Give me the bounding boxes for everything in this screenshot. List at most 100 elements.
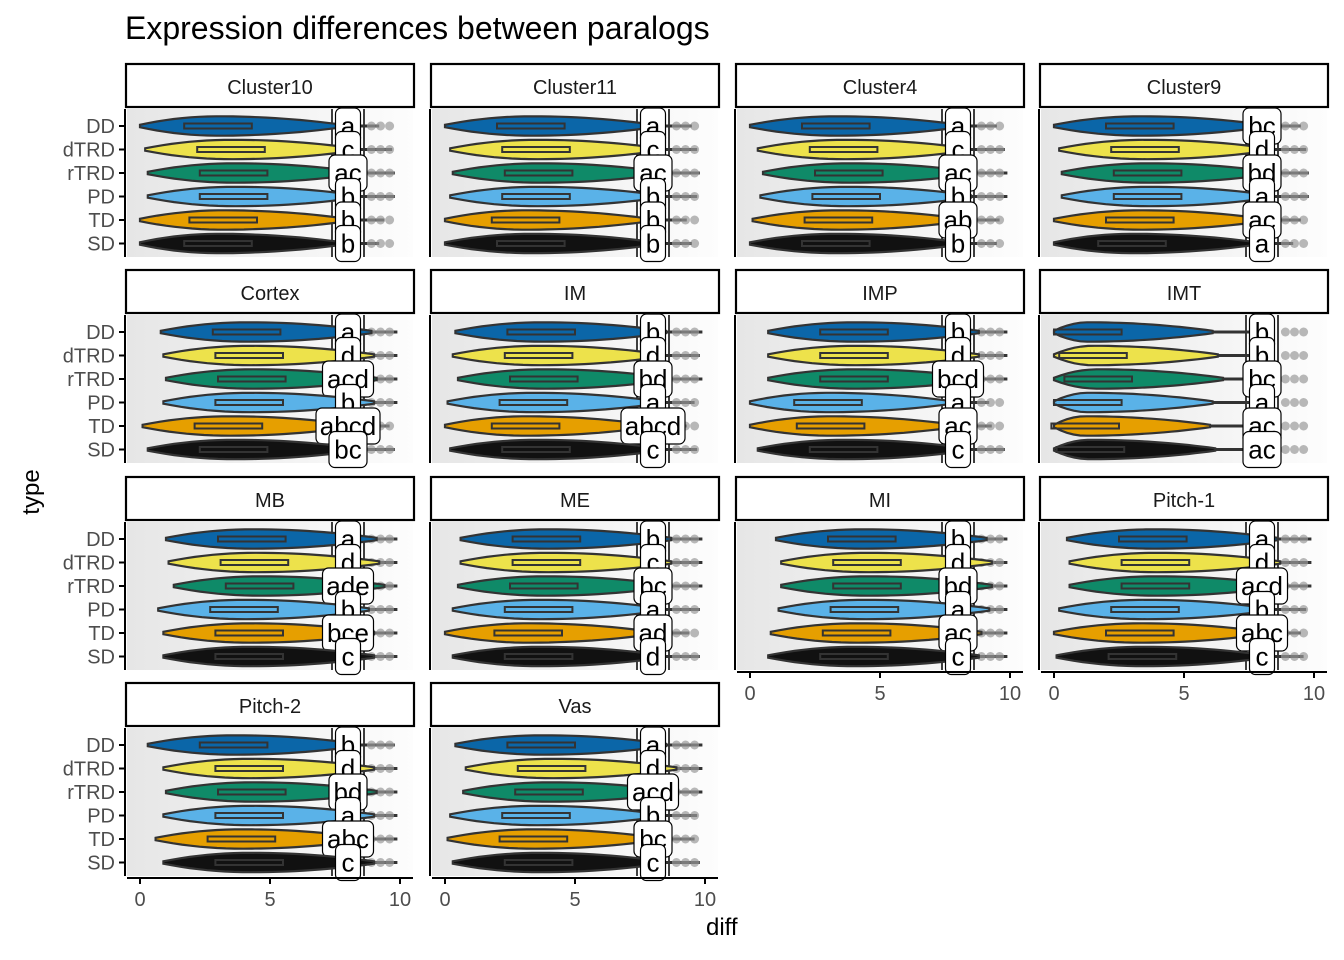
outlier-point	[681, 740, 690, 750]
boxplot-box	[1063, 375, 1134, 383]
significance-label-box	[1248, 224, 1276, 263]
outlier-point	[690, 534, 700, 544]
outlier-point	[690, 398, 700, 407]
outlier-point	[690, 327, 700, 337]
facet-label: IM	[564, 283, 586, 305]
boxplot-box	[1050, 422, 1121, 430]
outlier-point	[385, 168, 395, 178]
violin-DD	[459, 528, 673, 550]
facet-strip	[429, 268, 721, 315]
facet-label: IMT	[1167, 283, 1201, 305]
outlier-point	[976, 121, 986, 131]
outlier-point	[995, 558, 1005, 567]
outlier-point	[1299, 192, 1309, 201]
significance-label: c	[952, 435, 965, 465]
outlier-point	[376, 764, 385, 773]
outlier-point	[671, 834, 681, 844]
outlier-point	[681, 581, 690, 591]
boxplot-box	[1058, 352, 1128, 359]
outlier-point	[690, 858, 700, 867]
boxplot-box	[198, 169, 269, 177]
outlier-point	[376, 351, 385, 360]
outlier-point	[1299, 628, 1309, 638]
x-tick-label: 0	[744, 683, 755, 705]
outlier-point	[690, 351, 700, 360]
outlier-point	[1280, 558, 1290, 567]
outlier-point	[671, 351, 681, 360]
outlier-point	[1299, 421, 1309, 431]
outlier-point	[690, 628, 700, 638]
boxplot-box	[501, 193, 571, 200]
y-tick-label: dTRD	[63, 759, 115, 781]
outlier-point	[681, 628, 690, 638]
outlier-point	[1299, 398, 1309, 407]
outlier-point	[1280, 445, 1290, 454]
violin-DD	[1052, 321, 1214, 343]
outlier-point	[671, 239, 681, 248]
outlier-point	[995, 581, 1005, 591]
significance-label-box	[334, 637, 362, 676]
outlier-point	[1290, 327, 1299, 337]
y-tick-label: PD	[87, 187, 115, 209]
facet-strip	[124, 681, 416, 728]
violin-dTRD	[780, 551, 993, 574]
facet-strip	[1038, 268, 1330, 315]
boxplot-box	[795, 422, 866, 430]
y-axis-title: type	[18, 469, 45, 515]
boxplot-box	[808, 146, 879, 153]
outlier-point	[1280, 168, 1290, 178]
outlier-point	[1280, 327, 1290, 337]
facet-label: Pitch-2	[239, 696, 301, 718]
outlier-point	[385, 740, 395, 750]
y-tick-label: SD	[87, 647, 115, 669]
boxplot-box	[819, 653, 889, 660]
outlier-point	[366, 239, 376, 248]
boxplot-box	[1110, 606, 1180, 613]
boxplot-box	[808, 446, 879, 453]
boxplot-box	[511, 559, 582, 566]
outlier-point	[976, 215, 986, 225]
significance-label-box	[944, 430, 972, 469]
significance-label-box	[328, 430, 368, 469]
outlier-point	[1299, 145, 1309, 154]
boxplot-box	[503, 352, 574, 359]
outlier-point	[1290, 168, 1299, 178]
outlier-point	[995, 652, 1005, 661]
outlier-point	[681, 652, 690, 661]
outlier-point	[376, 239, 385, 248]
boxplot-box	[214, 653, 284, 660]
outlier-point	[671, 858, 681, 867]
outlier-point	[986, 374, 995, 384]
outlier-point	[1280, 398, 1290, 407]
outlier-point	[671, 811, 681, 820]
significance-label: ac	[1248, 435, 1275, 465]
facet-strip	[429, 475, 721, 522]
outlier-point	[376, 628, 385, 638]
significance-label-box	[639, 430, 667, 469]
violin-PD	[1052, 391, 1214, 414]
outlier-point	[995, 445, 1005, 454]
violin-PD	[157, 598, 370, 621]
outlier-point	[1280, 145, 1290, 154]
outlier-point	[681, 445, 690, 454]
violin-PD	[777, 598, 991, 621]
outlier-point	[671, 192, 681, 201]
outlier-point	[976, 445, 986, 454]
outlier-point	[385, 858, 395, 867]
significance-label-box	[639, 637, 667, 676]
boxplot-box	[498, 399, 569, 406]
outlier-point	[690, 239, 700, 248]
boxplot-box	[827, 535, 897, 543]
outlier-point	[1299, 121, 1309, 131]
outlier-point	[681, 327, 690, 337]
significance-label: d	[646, 642, 660, 672]
outlier-point	[995, 192, 1005, 201]
outlier-point	[690, 445, 700, 454]
